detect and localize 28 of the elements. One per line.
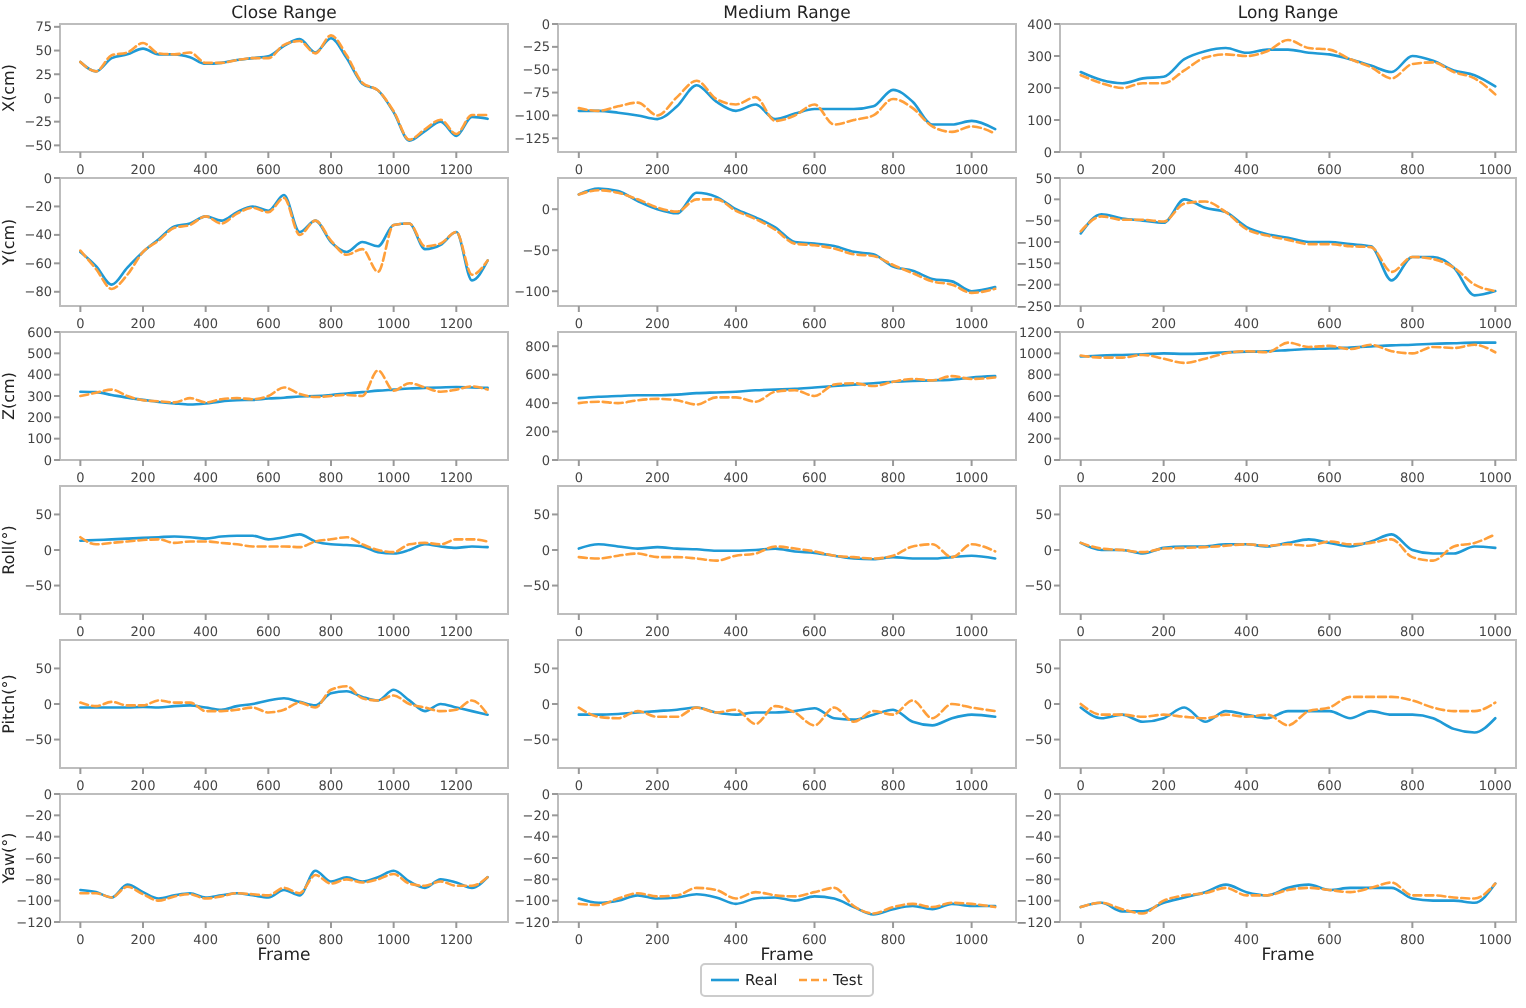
x-axis-title: Frame bbox=[1261, 946, 1315, 966]
y-axis-title: Yaw(°) bbox=[0, 832, 18, 886]
line-series bbox=[1079, 38, 1497, 96]
line-series bbox=[1079, 695, 1497, 727]
line-series bbox=[1079, 341, 1497, 358]
line-series bbox=[79, 369, 489, 404]
line-series bbox=[577, 374, 997, 400]
y-axis-title: Pitch(°) bbox=[0, 674, 18, 734]
line-series bbox=[577, 699, 997, 727]
chart-title: Close Range bbox=[231, 4, 337, 24]
line-series bbox=[1079, 533, 1497, 562]
y-axis-title: Roll(°) bbox=[0, 525, 18, 575]
chart-title: Medium Range bbox=[723, 4, 851, 24]
line-series bbox=[577, 886, 997, 915]
line-series bbox=[577, 706, 997, 727]
line-series bbox=[79, 385, 489, 406]
line-series bbox=[577, 374, 997, 406]
line-series bbox=[1079, 706, 1497, 734]
line-series bbox=[577, 892, 997, 916]
y-axis-title: Y(cm) bbox=[0, 218, 18, 268]
y-axis-title: X(cm) bbox=[0, 64, 18, 112]
y-axis-title: Z(cm) bbox=[0, 372, 18, 420]
line-series bbox=[1079, 533, 1497, 555]
x-axis-title: Frame bbox=[257, 946, 311, 966]
line-series bbox=[1079, 46, 1497, 88]
x-axis-title: Frame bbox=[760, 946, 814, 966]
line-series bbox=[1079, 341, 1497, 365]
chart-title: Long Range bbox=[1237, 4, 1339, 24]
